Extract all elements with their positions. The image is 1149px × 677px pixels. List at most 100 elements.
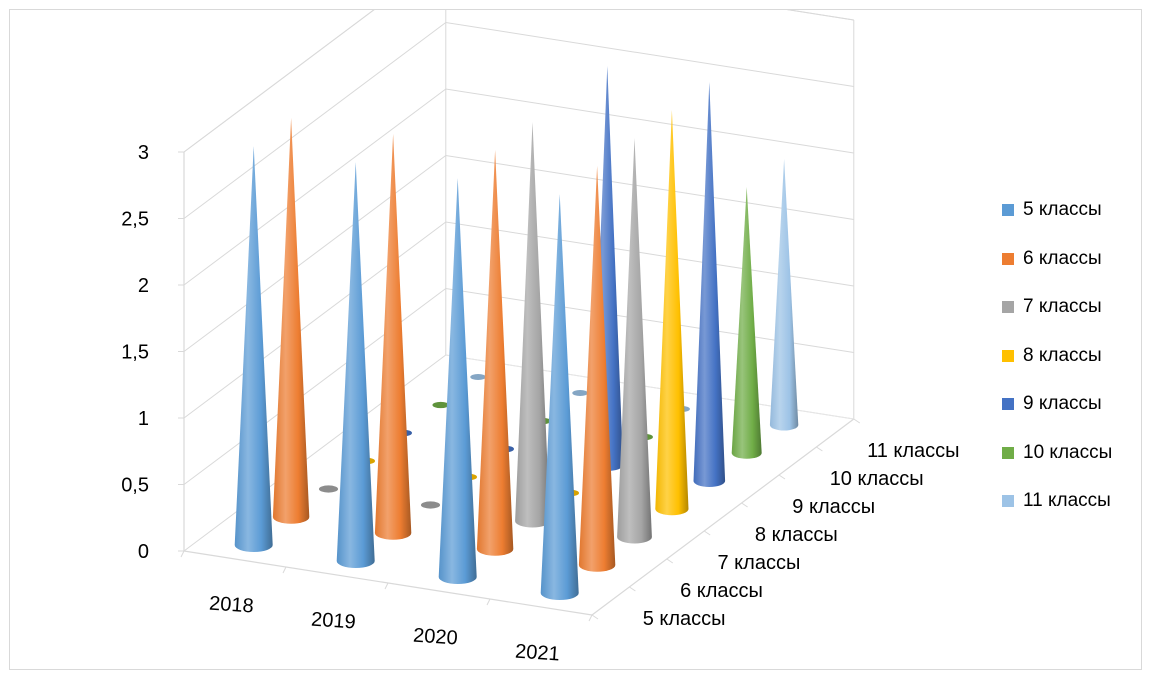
depth-tick-mark xyxy=(778,474,786,480)
gridline xyxy=(183,221,854,419)
y-tick-label: 2,5 xyxy=(121,209,149,231)
cone-zero-base xyxy=(572,389,588,397)
cone-body xyxy=(234,146,273,552)
cone-6-классы-2020 xyxy=(476,150,514,556)
cone-10-классы-2021 xyxy=(731,187,762,459)
cone-5-классы-2018 xyxy=(234,146,273,552)
legend-swatch xyxy=(1002,398,1014,410)
cone-body xyxy=(731,187,762,459)
cone-zero-base xyxy=(420,501,441,509)
y-tick-label: 2 xyxy=(138,275,149,297)
y-tick-label: 1,5 xyxy=(121,342,149,364)
x-tick-label: 2018 xyxy=(208,592,254,617)
cone-zero-base xyxy=(432,401,449,409)
x-tick-mark xyxy=(180,550,185,558)
legend-label: 11 классы xyxy=(1023,490,1111,511)
gridline xyxy=(183,10,854,153)
cone-body xyxy=(540,194,579,601)
x-tick-label: 2021 xyxy=(514,640,560,665)
y-tick-label: 1 xyxy=(138,408,149,430)
cone-body xyxy=(476,150,514,556)
gridline xyxy=(183,88,854,286)
cone-body xyxy=(515,122,550,528)
legend-label: 8 классы xyxy=(1023,344,1102,366)
y-tick-label: 3 xyxy=(138,142,149,164)
legend-label: 9 классы xyxy=(1023,393,1102,414)
legend-label: 7 классы xyxy=(1023,296,1102,317)
legend-swatch xyxy=(1002,495,1014,507)
cone-6-классы-2018 xyxy=(272,118,310,524)
legend-swatch xyxy=(1002,252,1014,265)
wall-top-edge xyxy=(183,10,854,153)
cone-5-классы-2019 xyxy=(336,162,375,568)
cone-body xyxy=(769,159,799,431)
cone-marks xyxy=(234,66,799,601)
legend-item: 8 классы xyxy=(1002,344,1112,393)
legend-label: 5 классы xyxy=(1023,199,1102,220)
axis-labels: 0 0,5 1 1,5 2 2,5 3 2018 2019 2020 2021 5 классы 6 к… xyxy=(121,142,959,666)
cone-11-классы-2018 xyxy=(470,373,486,381)
depth-tick-label: 8 классы xyxy=(755,524,838,546)
cone-7-классы-2021 xyxy=(617,138,652,544)
legend-swatch xyxy=(1002,349,1014,362)
cone-6-классы-2021 xyxy=(578,166,616,572)
cone-5-классы-2021 xyxy=(540,194,579,601)
y-tick-label: 0 xyxy=(138,541,149,563)
depth-tick-mark xyxy=(666,558,674,564)
chart-plot: 0 0,5 1 1,5 2 2,5 3 2018 2019 2020 2021 5 классы 6 к… xyxy=(121,10,960,666)
cone-9-классы-2021 xyxy=(693,82,726,487)
chart-area: 0 0,5 1 1,5 2 2,5 3 2018 2019 2020 2021 5 классы 6 к… xyxy=(9,9,1142,670)
depth-tick-label: 5 классы xyxy=(643,608,726,630)
depth-tick-mark xyxy=(816,446,823,452)
x-tick-mark xyxy=(282,566,287,574)
legend-item: 6 классы xyxy=(1002,247,1112,296)
legend-label: 10 классы xyxy=(1023,441,1113,463)
cone-body xyxy=(578,166,616,572)
legend-swatch xyxy=(1002,301,1014,313)
axes xyxy=(178,151,861,622)
depth-tick-mark xyxy=(629,586,636,592)
cone-11-классы-2019 xyxy=(572,389,588,397)
cone-zero-base xyxy=(470,373,486,381)
depth-tick-label: 11 классы xyxy=(867,440,959,462)
cone-11-классы-2021 xyxy=(769,159,799,431)
cone-body xyxy=(693,82,726,487)
legend-item: 7 классы xyxy=(1002,295,1112,344)
x-tick-mark xyxy=(486,598,491,606)
depth-tick-label: 7 классы xyxy=(718,552,801,574)
x-tick-mark xyxy=(384,582,389,590)
legend-item: 10 классы xyxy=(1002,441,1112,490)
y-tick-label: 0,5 xyxy=(121,475,149,497)
depth-axis-line xyxy=(591,418,855,616)
legend-item: 11 классы xyxy=(1002,489,1112,538)
depth-tick-mark xyxy=(741,502,748,508)
x-tick-label: 2019 xyxy=(310,608,356,633)
cone-10-классы-2018 xyxy=(432,401,449,409)
cone-body xyxy=(374,134,412,540)
cone-8-классы-2021 xyxy=(655,110,689,516)
depth-tick-mark xyxy=(703,530,711,536)
x-tick-mark xyxy=(588,614,593,622)
cone-body xyxy=(655,110,689,516)
depth-tick-label: 9 классы xyxy=(792,496,875,518)
cone-body xyxy=(438,178,477,584)
legend-item: 9 классы xyxy=(1002,392,1112,441)
depth-tick-label: 6 классы xyxy=(680,580,763,602)
legend-label: 6 классы xyxy=(1023,247,1102,269)
cone-5-классы-2020 xyxy=(438,178,477,584)
cone-7-классы-2019 xyxy=(420,501,441,509)
depth-tick-mark xyxy=(853,418,861,424)
cone-body xyxy=(617,138,652,544)
cone-6-классы-2019 xyxy=(374,134,412,540)
legend: 5 классы 6 классы 7 классы 8 классы 9 классы… xyxy=(1002,198,1112,538)
depth-tick-mark xyxy=(591,614,599,620)
gridline xyxy=(183,21,854,219)
gridline xyxy=(183,154,854,352)
depth-tick-label: 10 классы xyxy=(830,468,924,490)
legend-swatch xyxy=(1002,446,1014,459)
cone-7-классы-2018 xyxy=(318,485,339,493)
x-tick-label: 2020 xyxy=(412,624,458,649)
cone-zero-base xyxy=(318,485,339,493)
cone-body xyxy=(336,162,375,568)
legend-swatch xyxy=(1002,204,1014,216)
